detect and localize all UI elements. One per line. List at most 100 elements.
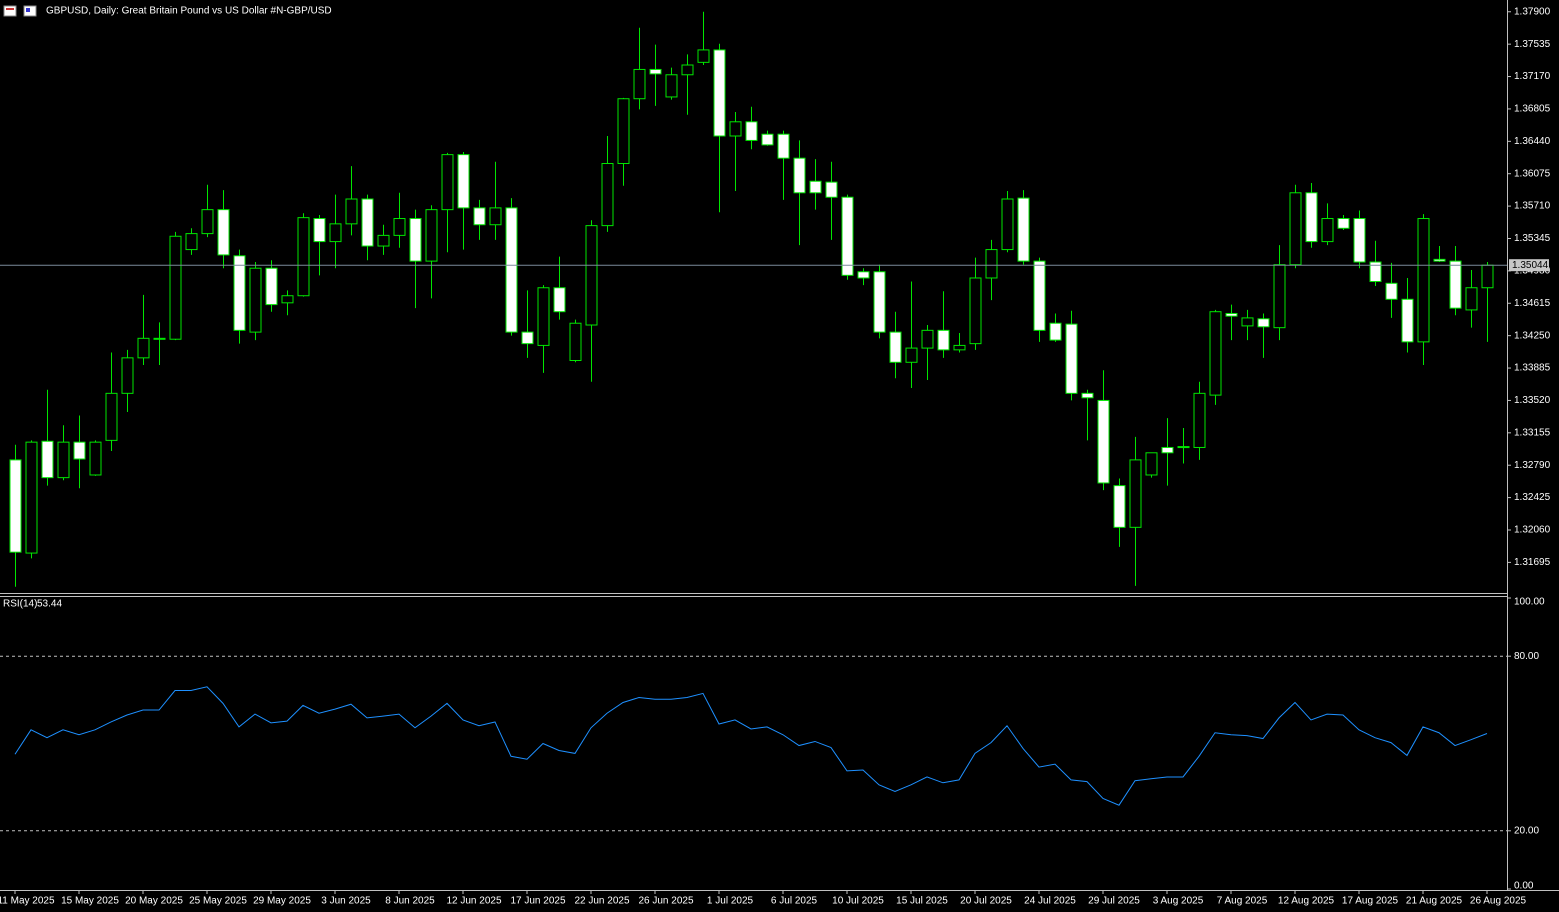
y-tick-label: 1.32425 bbox=[1514, 492, 1551, 503]
candle-body bbox=[553, 287, 566, 313]
y-tick-label: 1.35710 bbox=[1514, 201, 1551, 212]
candle-body bbox=[169, 235, 182, 340]
y-tick-label: 1.36075 bbox=[1514, 168, 1551, 179]
x-tick-label: 6 Jul 2025 bbox=[771, 896, 818, 907]
y-tick-label: 1.32060 bbox=[1514, 525, 1551, 536]
y-tick-label: 1.33885 bbox=[1514, 363, 1551, 374]
x-tick-label: 26 Aug 2025 bbox=[1470, 896, 1527, 907]
candle-body bbox=[1225, 312, 1238, 317]
candle-body bbox=[409, 218, 422, 262]
x-tick-label: 22 Jun 2025 bbox=[574, 896, 629, 907]
candle-body bbox=[185, 233, 198, 251]
x-tick-label: 15 May 2025 bbox=[61, 896, 119, 907]
candle-body bbox=[489, 207, 502, 226]
candle-body bbox=[825, 181, 838, 198]
rsi-line bbox=[14, 686, 1488, 806]
icon bbox=[6, 8, 14, 10]
candle-body bbox=[1273, 264, 1286, 329]
candle-body bbox=[969, 277, 982, 345]
candle-body bbox=[121, 357, 134, 394]
candle-body bbox=[905, 347, 918, 363]
x-tick-label: 7 Aug 2025 bbox=[1217, 896, 1268, 907]
candle-body bbox=[777, 133, 790, 159]
candle-body bbox=[649, 68, 662, 75]
candle-body bbox=[473, 207, 486, 226]
candle-body bbox=[1449, 260, 1462, 309]
candle-body bbox=[633, 68, 646, 100]
candle-body bbox=[297, 217, 310, 297]
indicator-value: 53.44 bbox=[37, 599, 62, 610]
symbol-icons bbox=[3, 5, 37, 17]
candle-body bbox=[873, 271, 886, 333]
y-tick-label: 1.32790 bbox=[1514, 460, 1551, 471]
y-tick-label: 1.33520 bbox=[1514, 395, 1551, 406]
candle-body bbox=[1145, 452, 1158, 476]
candle-body bbox=[361, 198, 374, 247]
candle-body bbox=[105, 392, 118, 441]
candle-body bbox=[1065, 323, 1078, 394]
chart-title: GBPUSD, Daily: Great Britain Pound vs US… bbox=[46, 6, 332, 17]
candle-body bbox=[761, 133, 774, 146]
candle-body bbox=[1017, 197, 1030, 262]
candle-body bbox=[377, 234, 390, 247]
candle-body bbox=[1481, 264, 1494, 289]
candle-body bbox=[537, 287, 550, 346]
candle-body bbox=[937, 329, 950, 351]
x-tick-label: 1 Jul 2025 bbox=[707, 896, 754, 907]
candle-body bbox=[345, 198, 358, 225]
candle-body bbox=[1097, 399, 1110, 484]
y-tick-label: 1.37170 bbox=[1514, 71, 1551, 82]
candle-body bbox=[841, 196, 854, 276]
candle-body bbox=[1385, 282, 1398, 300]
candle-body bbox=[569, 322, 582, 362]
y-tick-label: 1.34615 bbox=[1514, 298, 1551, 309]
candle-body bbox=[329, 223, 342, 243]
x-tick-label: 20 Jul 2025 bbox=[960, 896, 1012, 907]
candle-body bbox=[393, 218, 406, 236]
candle-body bbox=[809, 180, 822, 194]
x-tick-label: 21 Aug 2025 bbox=[1406, 896, 1463, 907]
candle-body bbox=[985, 249, 998, 279]
candle-body bbox=[1321, 218, 1334, 243]
candle-body bbox=[857, 271, 870, 279]
candle-body bbox=[521, 331, 534, 345]
candle-body bbox=[1305, 192, 1318, 243]
y-tick-label: 1.35345 bbox=[1514, 233, 1551, 244]
x-tick-label: 3 Aug 2025 bbox=[1153, 896, 1204, 907]
candle-body bbox=[265, 267, 278, 306]
icon bbox=[3, 5, 17, 17]
y-tick-label: 1.37535 bbox=[1514, 39, 1551, 50]
x-tick-label: 24 Jul 2025 bbox=[1024, 896, 1076, 907]
x-tick-label: 17 Jun 2025 bbox=[510, 896, 565, 907]
y-tick-label: 20.00 bbox=[1514, 825, 1539, 836]
candle-body bbox=[921, 329, 934, 349]
candle-body bbox=[1113, 485, 1126, 528]
y-tick-label: 0.00 bbox=[1514, 881, 1534, 892]
candle-body bbox=[233, 255, 246, 331]
candle-body bbox=[1161, 446, 1174, 454]
candle-body bbox=[57, 441, 70, 479]
x-tick-label: 25 May 2025 bbox=[189, 896, 247, 907]
y-tick-label: 1.36440 bbox=[1514, 136, 1551, 147]
candle-body bbox=[73, 441, 86, 460]
candle-body bbox=[665, 74, 678, 98]
candle-body bbox=[1193, 392, 1206, 448]
candle-body bbox=[249, 267, 262, 333]
candle-body bbox=[41, 440, 54, 479]
candle-body bbox=[745, 121, 758, 141]
x-tick-label: 10 Jul 2025 bbox=[832, 896, 884, 907]
candle-body bbox=[1209, 311, 1222, 396]
candle-body bbox=[585, 225, 598, 326]
candle-body bbox=[1337, 218, 1350, 229]
candle-body bbox=[1177, 446, 1190, 449]
candle-body bbox=[793, 157, 806, 194]
candle-body bbox=[1241, 317, 1254, 327]
x-tick-label: 3 Jun 2025 bbox=[321, 896, 371, 907]
candle-body bbox=[201, 209, 214, 235]
y-tick-label: 100.00 bbox=[1514, 597, 1545, 608]
x-tick-label: 12 Aug 2025 bbox=[1278, 896, 1335, 907]
candle-body bbox=[441, 154, 454, 211]
x-tick-label: 8 Jun 2025 bbox=[385, 896, 435, 907]
candle-body bbox=[425, 209, 438, 262]
candle-body bbox=[1033, 260, 1046, 331]
